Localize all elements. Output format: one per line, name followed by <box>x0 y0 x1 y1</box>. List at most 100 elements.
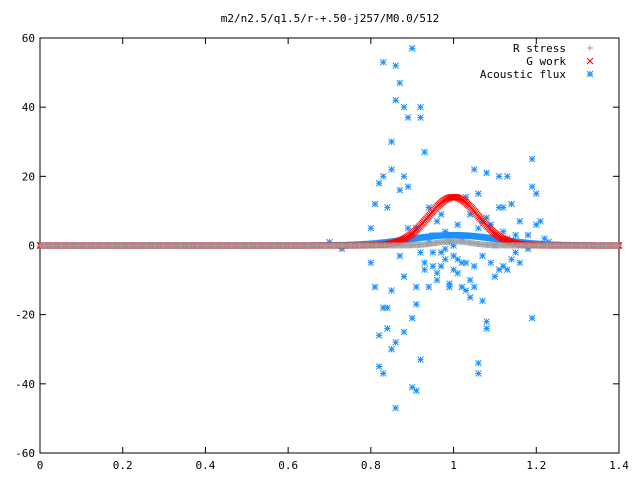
data-point <box>367 259 375 267</box>
data-point <box>479 297 486 305</box>
data-point <box>408 231 416 239</box>
x-tick-label: 0.2 <box>113 459 133 472</box>
data-point <box>466 294 474 301</box>
y-axis-tick-labels: 60 40 20 0 -20 -40 -60 <box>15 32 35 460</box>
data-point <box>379 172 387 180</box>
data-point <box>326 238 333 246</box>
data-point <box>545 238 553 246</box>
data-point <box>487 221 495 229</box>
data-point <box>417 249 424 256</box>
data-point <box>429 231 437 239</box>
data-point <box>475 359 482 367</box>
data-point <box>495 204 503 211</box>
data-point <box>512 249 519 256</box>
data-point <box>450 266 457 274</box>
data-point <box>400 172 408 180</box>
y-tick-label: -20 <box>15 309 35 322</box>
data-point <box>408 45 416 52</box>
y-tick-label: 0 <box>28 240 35 253</box>
data-point <box>586 70 594 78</box>
legend-label: G work <box>526 55 566 68</box>
data-point <box>475 370 482 377</box>
data-point <box>503 172 511 180</box>
y-tick-label: -60 <box>15 447 35 460</box>
data-point <box>495 266 503 274</box>
data-point <box>396 79 404 87</box>
data-point <box>483 325 491 332</box>
legend-marker <box>586 57 594 65</box>
data-point <box>375 179 383 187</box>
legend-marker <box>586 70 594 78</box>
y-tick-label: 40 <box>22 101 35 114</box>
data-point <box>524 231 532 239</box>
legend-marker <box>587 45 593 51</box>
data-point <box>487 259 495 267</box>
data-point <box>396 186 404 194</box>
data-point <box>454 221 462 229</box>
data-point <box>503 266 511 274</box>
data-point <box>532 221 540 229</box>
data-point <box>396 252 404 260</box>
data-point <box>388 166 395 173</box>
data-point <box>417 356 424 363</box>
data-point <box>412 283 420 291</box>
data-point <box>512 231 519 239</box>
data-point <box>375 332 383 339</box>
data-point <box>408 314 416 322</box>
data-point <box>375 363 383 370</box>
data-point <box>388 345 395 353</box>
data-point <box>587 45 593 51</box>
data-point <box>437 211 445 218</box>
data-point <box>379 58 387 66</box>
data-point <box>470 166 478 173</box>
data-point <box>458 235 466 242</box>
x-tick-label: 0.6 <box>278 459 298 472</box>
data-point <box>483 169 491 177</box>
data-point <box>470 283 478 291</box>
data-point <box>458 283 466 291</box>
data-point <box>446 280 453 287</box>
data-point <box>412 387 420 395</box>
data-point <box>453 194 461 201</box>
data-point <box>499 204 507 211</box>
data-point <box>454 255 462 263</box>
data-point <box>508 200 515 208</box>
data-point <box>441 255 449 263</box>
data-point <box>479 252 486 260</box>
data-point <box>532 190 540 197</box>
legend-label: R stress <box>513 42 566 55</box>
data-point <box>408 383 416 391</box>
chart-title: m2/n2.5/q1.5/r-+.50-j257/M0.0/512 <box>221 12 440 25</box>
x-tick-label: 0.8 <box>361 459 381 472</box>
data-point <box>466 276 474 284</box>
data-point <box>586 57 594 65</box>
data-point <box>388 138 395 146</box>
data-point <box>400 103 408 111</box>
data-point <box>417 114 424 121</box>
data-point <box>446 283 453 291</box>
data-point <box>441 228 449 236</box>
data-point <box>367 224 375 232</box>
series-layer <box>36 45 623 412</box>
data-point <box>528 314 536 322</box>
data-point <box>495 172 503 180</box>
x-tick-label: 1 <box>450 459 457 472</box>
data-point <box>475 224 482 232</box>
data-point <box>388 287 395 294</box>
data-point <box>508 255 515 263</box>
data-point <box>421 259 428 267</box>
data-point <box>537 217 544 225</box>
data-point <box>462 287 470 294</box>
data-point <box>384 204 391 211</box>
data-point <box>483 318 491 325</box>
data-point <box>404 224 412 232</box>
data-point <box>450 242 457 249</box>
data-point <box>437 262 445 270</box>
data-point <box>371 200 379 208</box>
data-point <box>528 155 536 163</box>
legend-item: R stress <box>513 42 593 55</box>
data-point <box>421 266 428 274</box>
data-point <box>417 103 424 111</box>
